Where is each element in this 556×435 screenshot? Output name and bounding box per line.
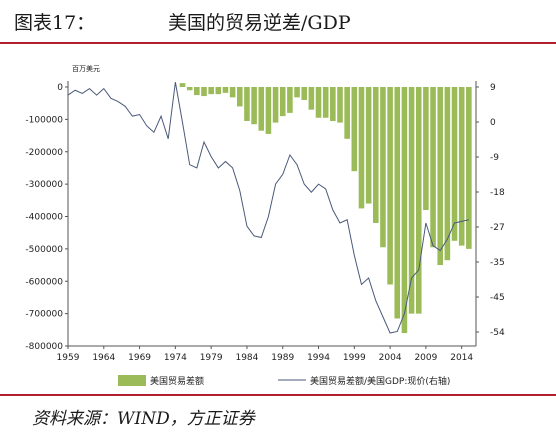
bar — [437, 87, 444, 266]
bar — [408, 87, 415, 314]
bar — [186, 87, 193, 91]
bar — [351, 87, 358, 172]
bar — [365, 87, 372, 204]
x-tick-label: 2009 — [414, 353, 437, 363]
bar — [423, 87, 429, 211]
left-tick-label: -600000 — [25, 277, 63, 287]
x-axis-ticks: 1959 1964 1969 1974 1979 1984 1989 1994 1999 2004… — [57, 346, 473, 363]
figure-title: 美国的贸易逆差/GDP — [168, 12, 351, 34]
bar — [458, 87, 465, 246]
bar — [258, 87, 265, 131]
bar — [194, 87, 200, 96]
bar — [301, 87, 308, 100]
x-tick-label: 1999 — [343, 353, 366, 363]
figure-label: 图表17： — [14, 12, 96, 34]
bar — [315, 87, 322, 118]
left-axis-ticks: 0 -100000 -200000 -300000 -400000 -500000 -600… — [25, 83, 68, 352]
bar — [272, 87, 279, 123]
bar-series — [179, 83, 472, 334]
right-tick-label: 9 — [490, 83, 496, 93]
legend-bar-label: 美国贸易差额 — [150, 375, 204, 387]
x-tick-label: 1974 — [164, 353, 187, 363]
bar — [201, 87, 207, 97]
chart-axes — [67, 81, 477, 347]
right-tick-label: -9 — [490, 153, 499, 163]
bar — [372, 87, 379, 223]
bar — [279, 87, 286, 117]
bar — [444, 87, 451, 261]
x-tick-label: 1989 — [271, 353, 294, 363]
bar — [337, 87, 343, 123]
series-line — [67, 82, 469, 334]
bar — [215, 87, 222, 95]
left-tick-label: -100000 — [25, 115, 63, 125]
x-tick-label: 1979 — [200, 353, 223, 363]
right-tick-label: -45 — [490, 293, 505, 303]
right-tick-label: -18 — [490, 188, 505, 198]
bar — [380, 87, 386, 248]
left-axis-unit-label: 百万美元 — [72, 64, 100, 73]
chart-legend: 美国贸易差额 美国贸易差额/美国GDP:现价(右轴) — [118, 375, 450, 387]
figure-footer: 资料来源：WIND，方正证券 — [0, 394, 556, 435]
x-tick-label: 1994 — [307, 353, 330, 363]
bar — [322, 87, 329, 118]
bar — [451, 87, 458, 241]
bar — [222, 87, 229, 93]
right-tick-label: -35 — [490, 258, 505, 268]
left-tick-label: -800000 — [25, 342, 63, 352]
right-tick-label: 0 — [490, 118, 496, 128]
bar — [287, 87, 293, 113]
left-tick-label: -300000 — [25, 180, 63, 190]
bar — [251, 87, 257, 125]
x-tick-label: 2014 — [450, 353, 473, 363]
bar — [401, 87, 408, 334]
bar — [415, 87, 422, 314]
bar — [294, 87, 300, 98]
figure-header: 图表17： 美国的贸易逆差/GDP — [0, 0, 556, 44]
left-tick-label: -500000 — [25, 245, 63, 255]
bar — [265, 87, 272, 134]
bar — [179, 83, 186, 87]
bar — [430, 87, 436, 248]
source-note: 资料来源：WIND，方正证券 — [32, 409, 255, 429]
bar — [330, 87, 336, 121]
x-tick-label: 1969 — [128, 353, 151, 363]
x-tick-label: 2004 — [379, 353, 402, 363]
bar — [229, 87, 236, 98]
line-series — [67, 82, 469, 334]
bar — [208, 87, 214, 95]
right-tick-label: -54 — [490, 328, 505, 338]
legend-line-label: 美国贸易差额/美国GDP:现价(右轴) — [310, 375, 450, 387]
left-tick-label: -200000 — [25, 148, 63, 158]
bar — [358, 87, 365, 209]
x-tick-label: 1959 — [57, 353, 80, 363]
right-axis-ticks: 9 0 -9 -18 -27 -35 -45 -54 — [476, 83, 505, 338]
x-tick-label: 1984 — [235, 353, 258, 363]
bar — [466, 87, 472, 249]
left-tick-label: -400000 — [25, 213, 63, 223]
legend-bar-swatch — [118, 375, 146, 386]
bar — [394, 87, 401, 319]
right-tick-label: -27 — [490, 223, 505, 233]
bar — [244, 87, 250, 121]
x-tick-label: 1964 — [92, 353, 115, 363]
bar — [344, 87, 350, 139]
bar — [236, 87, 243, 107]
left-tick-label: 0 — [57, 83, 63, 93]
bar — [387, 87, 393, 285]
trade-deficit-chart: 0 -100000 -200000 -300000 -400000 -500000 -600… — [25, 64, 505, 387]
left-tick-label: -700000 — [25, 310, 63, 320]
bar — [308, 87, 315, 110]
